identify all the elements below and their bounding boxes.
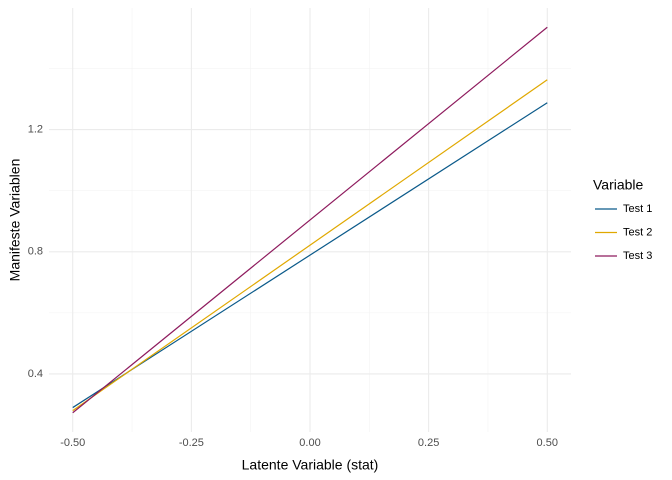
x-tick-label: 0.50 xyxy=(537,437,558,449)
legend-label: Test 3 xyxy=(623,250,652,262)
line xyxy=(72,102,548,409)
y-tick-label: 0.8 xyxy=(28,246,43,258)
x-tick-label: 0.00 xyxy=(299,437,320,449)
legend-label: Test 2 xyxy=(623,226,652,238)
line xyxy=(72,26,548,414)
x-tick-label: 0.25 xyxy=(418,437,439,449)
x-tick-label: -0.50 xyxy=(60,437,85,449)
legend-label: Test 1 xyxy=(623,203,652,215)
y-tick-label: 0.4 xyxy=(28,368,43,380)
y-tick-label: 1.2 xyxy=(28,123,43,135)
line xyxy=(72,79,548,412)
x-axis-title: Latente Variable (stat) xyxy=(242,457,379,473)
legend-title: Variable xyxy=(593,177,644,193)
x-tick-label: -0.25 xyxy=(179,437,204,449)
y-axis-title: Manifeste Variablen xyxy=(7,159,23,282)
